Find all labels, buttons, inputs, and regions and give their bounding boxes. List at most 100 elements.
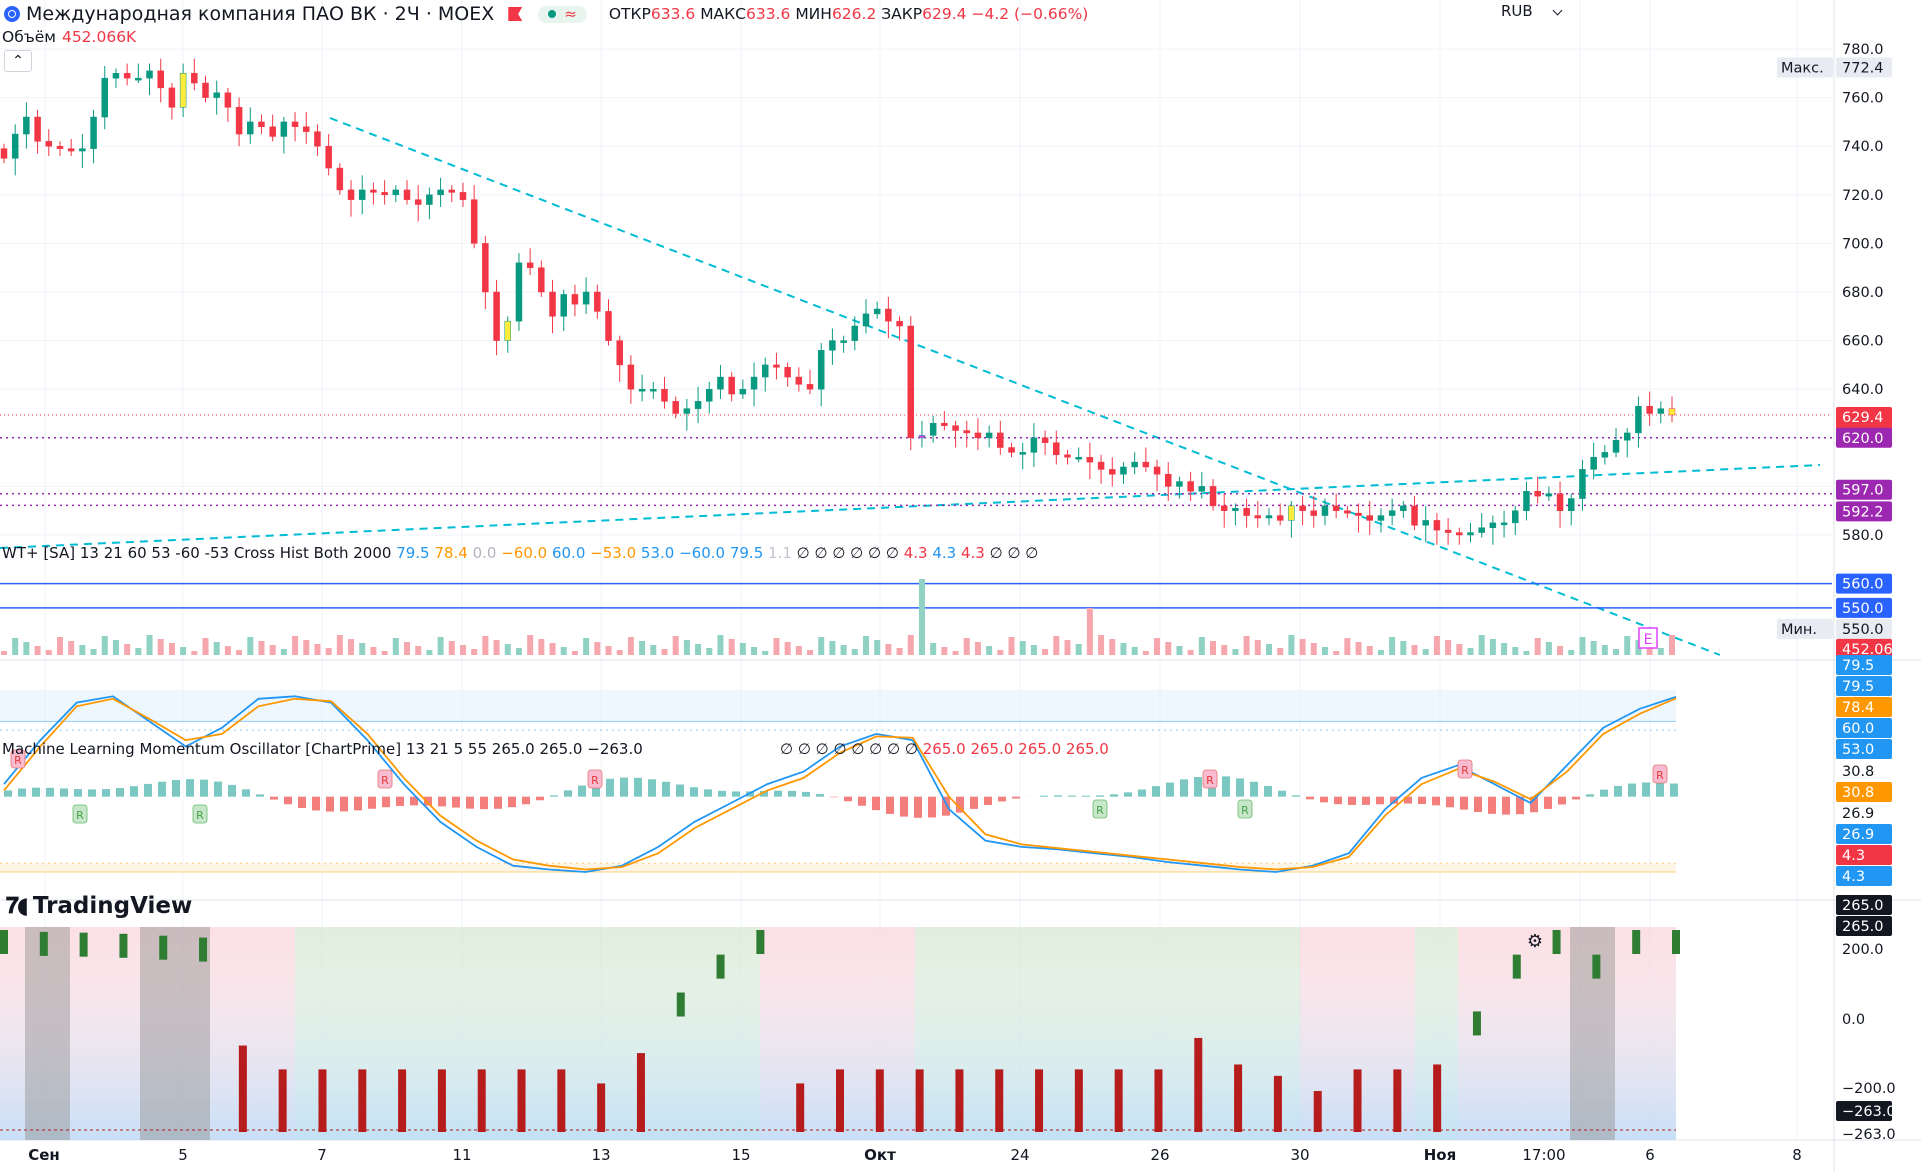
wt-axis-label: 53.0 bbox=[1842, 742, 1874, 758]
volume-bar bbox=[963, 638, 970, 655]
wt-hist-bar bbox=[1278, 790, 1286, 797]
candle-body bbox=[661, 388, 668, 402]
ml-bar bbox=[517, 1069, 526, 1132]
price-tick-label: 680.0 bbox=[1842, 285, 1884, 301]
ml-legend[interactable]: Machine Learning Momentum Oscillator [Ch… bbox=[2, 740, 643, 758]
wt-hist-bar bbox=[690, 787, 698, 797]
candle-body bbox=[1523, 491, 1530, 511]
wt-axis-label: 79.5 bbox=[1842, 679, 1874, 695]
wt-hist-bar bbox=[1124, 792, 1132, 797]
volume-bar bbox=[762, 651, 769, 655]
candle-body bbox=[291, 121, 299, 128]
wt-hist-bar bbox=[928, 796, 936, 818]
volume-bar bbox=[672, 636, 679, 655]
time-axis-label: 5 bbox=[178, 1146, 188, 1164]
ohlc-values: ОТКР633.6 МАКС633.6 МИН626.2 ЗАКР629.4 −… bbox=[609, 5, 1089, 23]
volume-bar bbox=[527, 635, 534, 655]
wt-value: 4.3 bbox=[960, 544, 985, 562]
ml-empty-values: ∅ ∅ ∅ ∅ ∅ ∅ ∅ ∅ bbox=[780, 740, 918, 758]
wt-oversold-band bbox=[0, 863, 1676, 872]
ml-axis-label: −263.0 bbox=[1842, 1104, 1896, 1120]
volume-bar bbox=[1389, 637, 1396, 655]
candle-body bbox=[739, 388, 747, 395]
ml-bar bbox=[995, 1069, 1004, 1132]
wt-axis-label: 30.8 bbox=[1842, 764, 1874, 780]
wt-hist-bar bbox=[18, 788, 26, 797]
wt-hist-bar bbox=[312, 796, 320, 811]
time-axis-label: 7 bbox=[317, 1146, 327, 1164]
candle-body bbox=[1332, 505, 1340, 511]
extreme-label: Мин. bbox=[1781, 622, 1817, 638]
wt-hist-bar bbox=[102, 789, 110, 797]
wt-title: WT+ [SA] 13 21 60 53 -60 -53 Cross Hist … bbox=[2, 544, 392, 562]
wt-hist-bar bbox=[998, 796, 1006, 802]
market-open-dot-icon bbox=[548, 10, 557, 18]
volume-bar bbox=[1579, 637, 1586, 655]
volume-bar bbox=[1512, 647, 1519, 655]
symbol-title[interactable]: Международная компания ПАО ВК · 2Ч · MOE… bbox=[26, 3, 495, 25]
candle-body bbox=[1131, 461, 1138, 468]
volume-bar bbox=[236, 650, 243, 655]
candle-body bbox=[929, 422, 937, 436]
ml-bar bbox=[636, 1053, 645, 1132]
volume-bar bbox=[1131, 647, 1138, 655]
candle-body bbox=[1623, 432, 1631, 441]
volume-bar bbox=[168, 643, 175, 655]
wt-hist-bar bbox=[732, 791, 740, 797]
wt-signal-letter: R bbox=[591, 774, 599, 787]
market-status-pill[interactable]: ≈ bbox=[538, 5, 587, 23]
candle-body bbox=[437, 189, 444, 196]
wt-value: 79.5 bbox=[396, 544, 430, 562]
candle-body bbox=[470, 199, 478, 244]
candle-body bbox=[0, 148, 8, 159]
wt-legend[interactable]: WT+ [SA] 13 21 60 53 -60 -53 Cross Hist … bbox=[2, 544, 1038, 562]
wt-hist-bar bbox=[60, 788, 68, 797]
candle-body bbox=[974, 432, 982, 439]
candle-body bbox=[146, 70, 153, 79]
candle-body bbox=[1657, 408, 1665, 414]
wt-hist-bar bbox=[1530, 796, 1538, 813]
price-axis-badge-text: 772.4 bbox=[1842, 60, 1884, 76]
candle-body bbox=[1109, 469, 1116, 475]
candle-body bbox=[1556, 493, 1564, 511]
wt-value: 0.0 bbox=[472, 544, 497, 562]
ml-axis-label: 265.0 bbox=[1842, 898, 1884, 914]
time-axis: Сен 5 7 11 13 15 Окт 24 26 30 Ноя 17:00 6 8 bbox=[28, 1146, 1802, 1164]
currency-selector[interactable]: RUB bbox=[1499, 0, 1569, 22]
ml-bar bbox=[1154, 1069, 1163, 1132]
wt-hist-bar bbox=[704, 789, 712, 797]
candle-body bbox=[1601, 452, 1609, 458]
collapse-legend-button[interactable]: ⌃ bbox=[4, 50, 32, 72]
candle-body bbox=[1220, 505, 1228, 511]
volume-bar bbox=[68, 641, 75, 655]
candle-body bbox=[1344, 510, 1351, 514]
volume-bar bbox=[180, 647, 187, 655]
wt-hist-bar bbox=[648, 779, 656, 797]
candle-body bbox=[594, 291, 601, 312]
settings-gear-icon[interactable]: ⚙ bbox=[1526, 931, 1544, 952]
volume-bar bbox=[1, 651, 7, 655]
candle-body bbox=[1377, 515, 1385, 521]
ml-bar bbox=[1074, 1069, 1083, 1132]
volume-legend[interactable]: Объём 452.066K bbox=[2, 28, 136, 46]
ml-bar bbox=[1353, 1069, 1362, 1132]
tradingview-logo[interactable]: 𝟕◖ TradingView bbox=[6, 893, 192, 919]
volume-bar bbox=[918, 579, 925, 655]
ml-bar bbox=[796, 1083, 805, 1132]
volume-bar bbox=[583, 638, 590, 655]
ml-value: −263.0 bbox=[587, 740, 643, 758]
high-label: МАКС bbox=[700, 5, 746, 23]
wt-hist-bar bbox=[970, 796, 978, 809]
flag-icon[interactable] bbox=[508, 7, 523, 21]
volume-bar bbox=[1120, 643, 1127, 655]
ml-bar bbox=[1194, 1037, 1203, 1132]
wt-hist-bar bbox=[256, 794, 264, 797]
volume-bar bbox=[1198, 637, 1205, 655]
ml-bar bbox=[915, 1069, 924, 1132]
wt-hist-bar bbox=[1040, 795, 1048, 797]
volume-bar bbox=[571, 651, 578, 655]
volume-bar bbox=[1624, 636, 1631, 655]
volume-bar bbox=[504, 644, 511, 655]
volume-bar bbox=[12, 638, 19, 655]
